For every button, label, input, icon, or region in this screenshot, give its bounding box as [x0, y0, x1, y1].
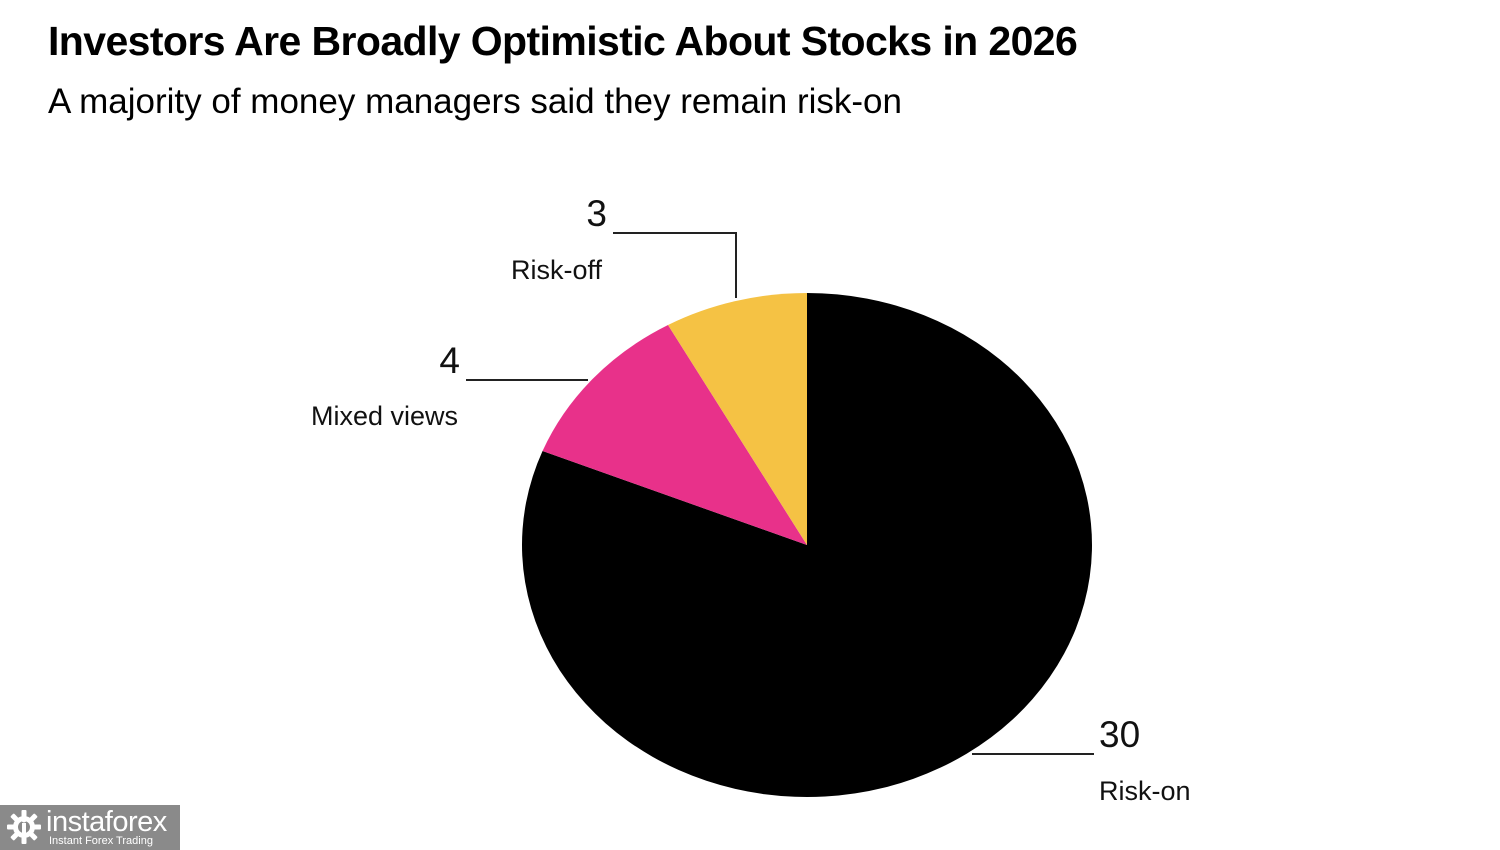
leader-line-risk-off [613, 232, 737, 298]
instaforex-watermark: instaforex Instant Forex Trading [0, 805, 180, 850]
value-label-risk-on: 30 [1099, 714, 1140, 755]
chart-subtitle: A majority of money managers said they r… [48, 82, 902, 121]
chart-title: Investors Are Broadly Optimistic About S… [48, 18, 1078, 64]
category-label-mixed-views: Mixed views [311, 401, 458, 431]
pie-slices [522, 293, 1092, 797]
watermark-tagline: Instant Forex Trading [49, 835, 153, 847]
gear-logo-icon [6, 809, 42, 850]
value-label-mixed-views: 4 [439, 340, 460, 381]
value-label-risk-off: 3 [586, 193, 607, 234]
pie-slice-mixed-views [542, 325, 807, 545]
watermark-brand: instaforex [46, 806, 167, 838]
category-label-risk-off: Risk-off [511, 255, 603, 285]
pie-slice-risk-off [668, 293, 807, 545]
category-label-risk-on: Risk-on [1099, 776, 1191, 806]
